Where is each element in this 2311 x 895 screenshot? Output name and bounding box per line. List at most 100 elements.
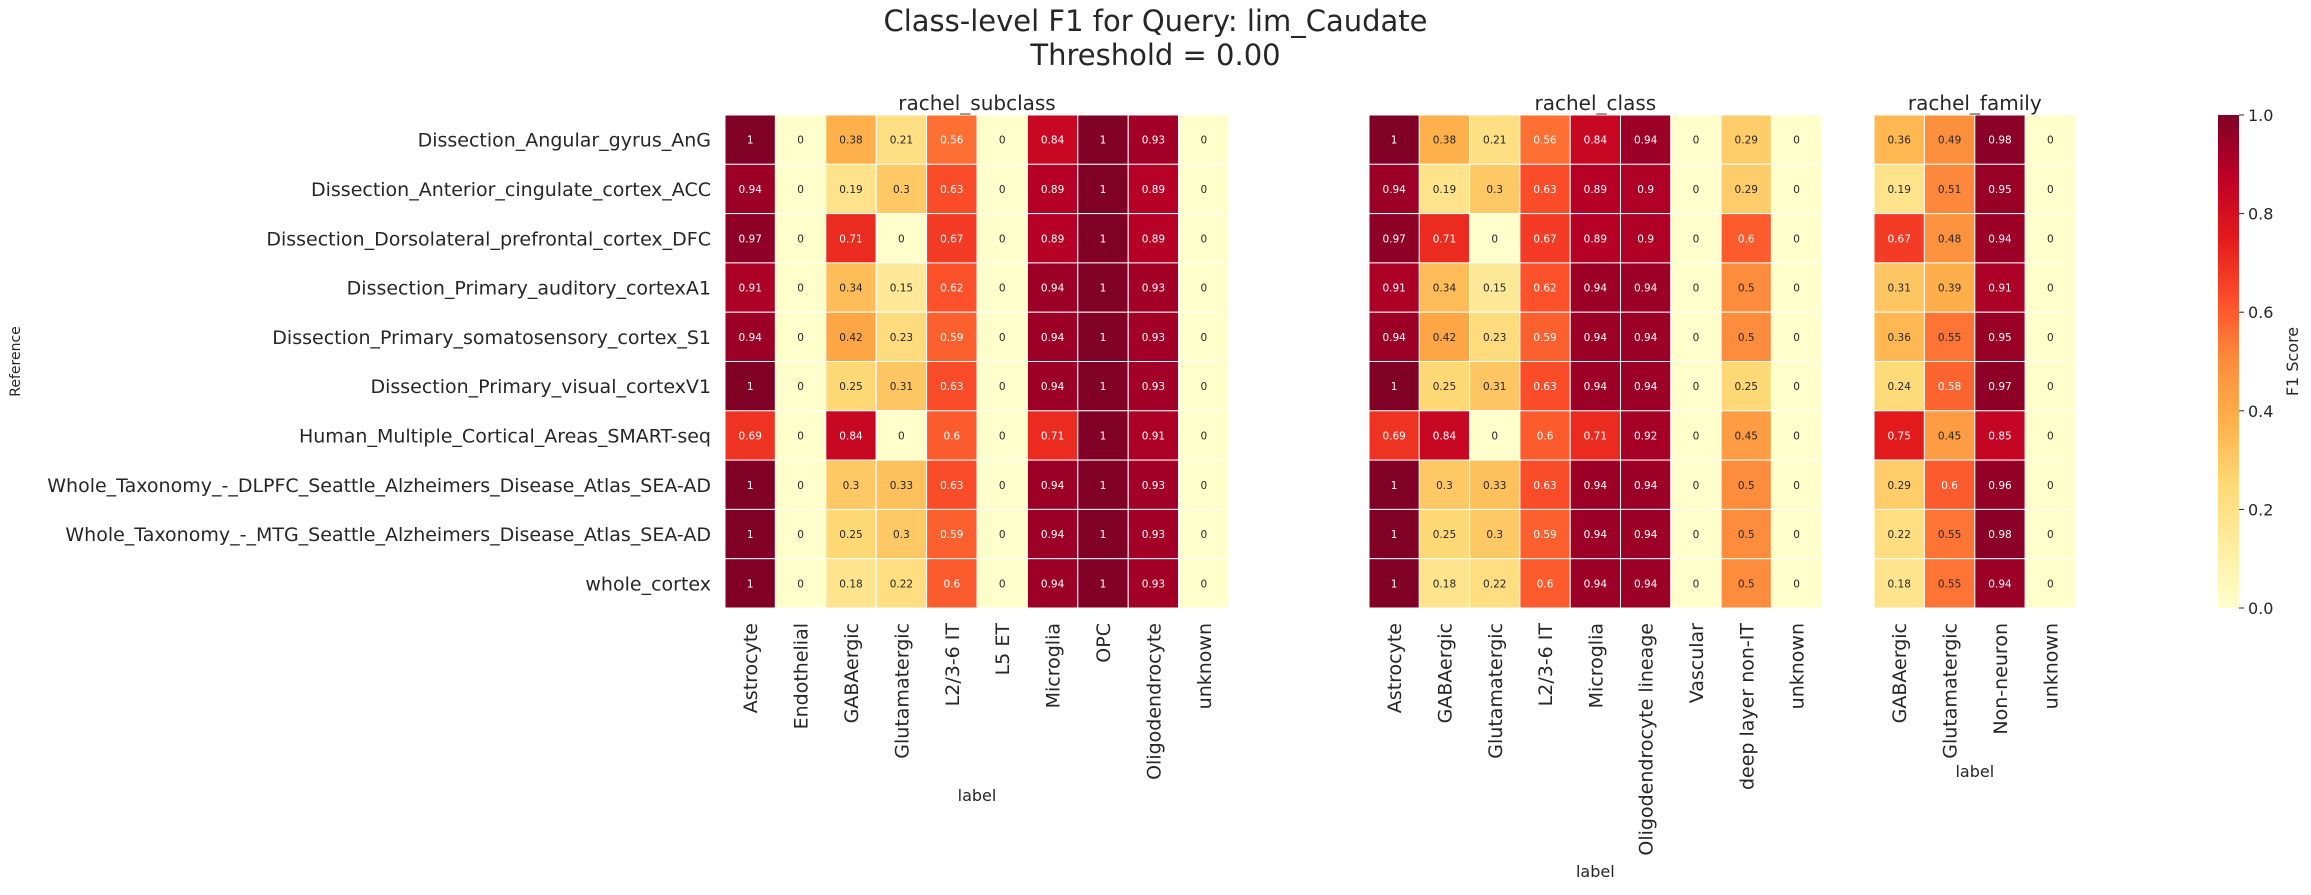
heatmap-cell bbox=[1670, 508, 1722, 560]
cell-value-label: 0.93 bbox=[1142, 381, 1165, 393]
cell-value-label: 0.84 bbox=[839, 430, 863, 442]
cell-value-label: 0.63 bbox=[940, 381, 963, 393]
cell-value-label: 0.3 bbox=[1436, 480, 1453, 492]
cell-value-label: 0.94 bbox=[1382, 184, 1406, 196]
cell-value-label: 0.63 bbox=[940, 480, 963, 492]
heatmap-cell bbox=[1923, 262, 1976, 313]
cell-value-label: 0.93 bbox=[1142, 578, 1165, 590]
row-label: Whole_Taxonomy_-_MTG_Seattle_Alzheimers_… bbox=[65, 524, 711, 546]
heatmap-cell bbox=[774, 410, 827, 461]
cell-value-label: 0 bbox=[1693, 381, 1700, 393]
cell-value-label: 0.85 bbox=[1988, 430, 2011, 442]
cell-value-label: 0 bbox=[999, 430, 1006, 442]
cell-value-label: 0.95 bbox=[1988, 184, 2011, 196]
cell-value-label: 0 bbox=[1693, 135, 1700, 147]
heatmap-cell bbox=[1077, 410, 1129, 461]
cell-value-label: 1 bbox=[1391, 578, 1398, 590]
heatmap-cell bbox=[1873, 508, 1925, 560]
heatmap-cell bbox=[1974, 114, 2026, 165]
row-label: whole_cortex bbox=[585, 573, 711, 595]
heatmap-cell bbox=[2024, 114, 2077, 165]
cell-value-label: 0 bbox=[1200, 135, 1207, 147]
cell-value-label: 0 bbox=[797, 480, 804, 492]
cell-value-label: 0.63 bbox=[1533, 381, 1556, 393]
cell-value-label: 0.42 bbox=[839, 332, 862, 344]
column-label: unknown bbox=[1787, 623, 1809, 709]
cell-value-label: 0.94 bbox=[739, 184, 763, 196]
cell-value-label: 1 bbox=[1391, 529, 1398, 541]
cell-value-label: 0 bbox=[999, 184, 1006, 196]
cell-value-label: 0.94 bbox=[1584, 332, 1608, 344]
heatmap-cell bbox=[1873, 114, 1925, 165]
cell-value-label: 0.31 bbox=[890, 381, 913, 393]
figure-title-line-2: Threshold = 0.00 bbox=[1030, 38, 1281, 72]
cell-value-label: 0.59 bbox=[940, 529, 963, 541]
cell-value-label: 0.94 bbox=[1988, 233, 2012, 245]
cell-value-label: 0.94 bbox=[1041, 578, 1065, 590]
cell-value-label: 1 bbox=[1100, 529, 1107, 541]
heatmap-cell bbox=[1519, 508, 1571, 560]
cell-value-label: 0 bbox=[1693, 332, 1700, 344]
cell-value-label: 0.22 bbox=[1888, 529, 1911, 541]
heatmap-cell bbox=[1620, 114, 1672, 165]
heatmap-cell bbox=[2024, 262, 2077, 313]
cell-value-label: 0.97 bbox=[1382, 233, 1405, 245]
cell-value-label: 0.36 bbox=[1888, 332, 1912, 344]
cell-value-label: 0.59 bbox=[1533, 332, 1556, 344]
heatmap-cell bbox=[1770, 114, 1823, 165]
cell-value-label: 0.31 bbox=[1483, 381, 1506, 393]
heatmap-cell bbox=[1418, 311, 1471, 363]
cell-value-label: 0.98 bbox=[1988, 529, 2011, 541]
heatmap-cell bbox=[926, 459, 978, 510]
heatmap-cell bbox=[1923, 558, 1976, 609]
heatmap-cell bbox=[1178, 508, 1230, 560]
cell-value-label: 0.6 bbox=[1941, 480, 1958, 492]
cell-value-label: 0.6 bbox=[1738, 233, 1755, 245]
cell-value-label: 0 bbox=[1200, 332, 1207, 344]
heatmap-cell bbox=[1077, 262, 1129, 313]
cell-value-label: 0 bbox=[1200, 184, 1207, 196]
cell-value-label: 0.19 bbox=[839, 184, 862, 196]
cell-value-label: 0 bbox=[1793, 184, 1800, 196]
cell-value-label: 0.69 bbox=[739, 430, 762, 442]
cell-value-label: 0.96 bbox=[1988, 480, 2012, 492]
heatmap-cell bbox=[1569, 410, 1621, 461]
heatmap-cell bbox=[1469, 262, 1521, 313]
cell-value-label: 0.5 bbox=[1738, 332, 1755, 344]
cell-value-label: 0 bbox=[999, 529, 1006, 541]
cell-value-label: 0 bbox=[797, 430, 804, 442]
heatmap-cell bbox=[1418, 114, 1471, 165]
heatmap-cell bbox=[926, 114, 978, 165]
colorbar-label: F1 Score bbox=[2283, 327, 2302, 396]
heatmap-cell bbox=[1026, 163, 1079, 215]
heatmap-cell bbox=[1469, 558, 1521, 609]
heatmap-cell bbox=[1519, 459, 1571, 510]
cell-value-label: 0 bbox=[999, 578, 1006, 590]
x-axis-label-family: label bbox=[1955, 762, 1994, 781]
cell-value-label: 0.94 bbox=[1382, 332, 1406, 344]
cell-value-label: 1 bbox=[747, 529, 754, 541]
colorbar-tick-label: 1.0 bbox=[2248, 106, 2273, 125]
cell-value-label: 0.6 bbox=[1537, 578, 1554, 590]
heatmap-cell bbox=[1077, 558, 1129, 609]
heatmap-cell bbox=[1974, 508, 2026, 560]
cell-value-label: 0.22 bbox=[890, 578, 913, 590]
heatmap-cell bbox=[1770, 459, 1823, 510]
x-axis-label-class: label bbox=[1576, 862, 1615, 881]
cell-value-label: 0.56 bbox=[940, 135, 964, 147]
cell-value-label: 0.34 bbox=[839, 283, 863, 295]
heatmap-cell bbox=[2024, 311, 2077, 363]
cell-value-label: 1 bbox=[1100, 283, 1107, 295]
column-label: L2/3-6 IT bbox=[942, 623, 964, 707]
cell-value-label: 0.48 bbox=[1938, 233, 1961, 245]
cell-value-label: 0.93 bbox=[1142, 332, 1165, 344]
cell-value-label: 0.58 bbox=[1938, 381, 1961, 393]
heatmap-cell bbox=[724, 311, 776, 363]
heatmap-cell bbox=[1974, 311, 2026, 363]
heatmap-cell bbox=[825, 410, 877, 461]
cell-value-label: 0.93 bbox=[1142, 480, 1165, 492]
column-label: Oligodendrocyte bbox=[1143, 623, 1165, 780]
heatmap-cell bbox=[724, 213, 776, 264]
cell-value-label: 0 bbox=[797, 381, 804, 393]
